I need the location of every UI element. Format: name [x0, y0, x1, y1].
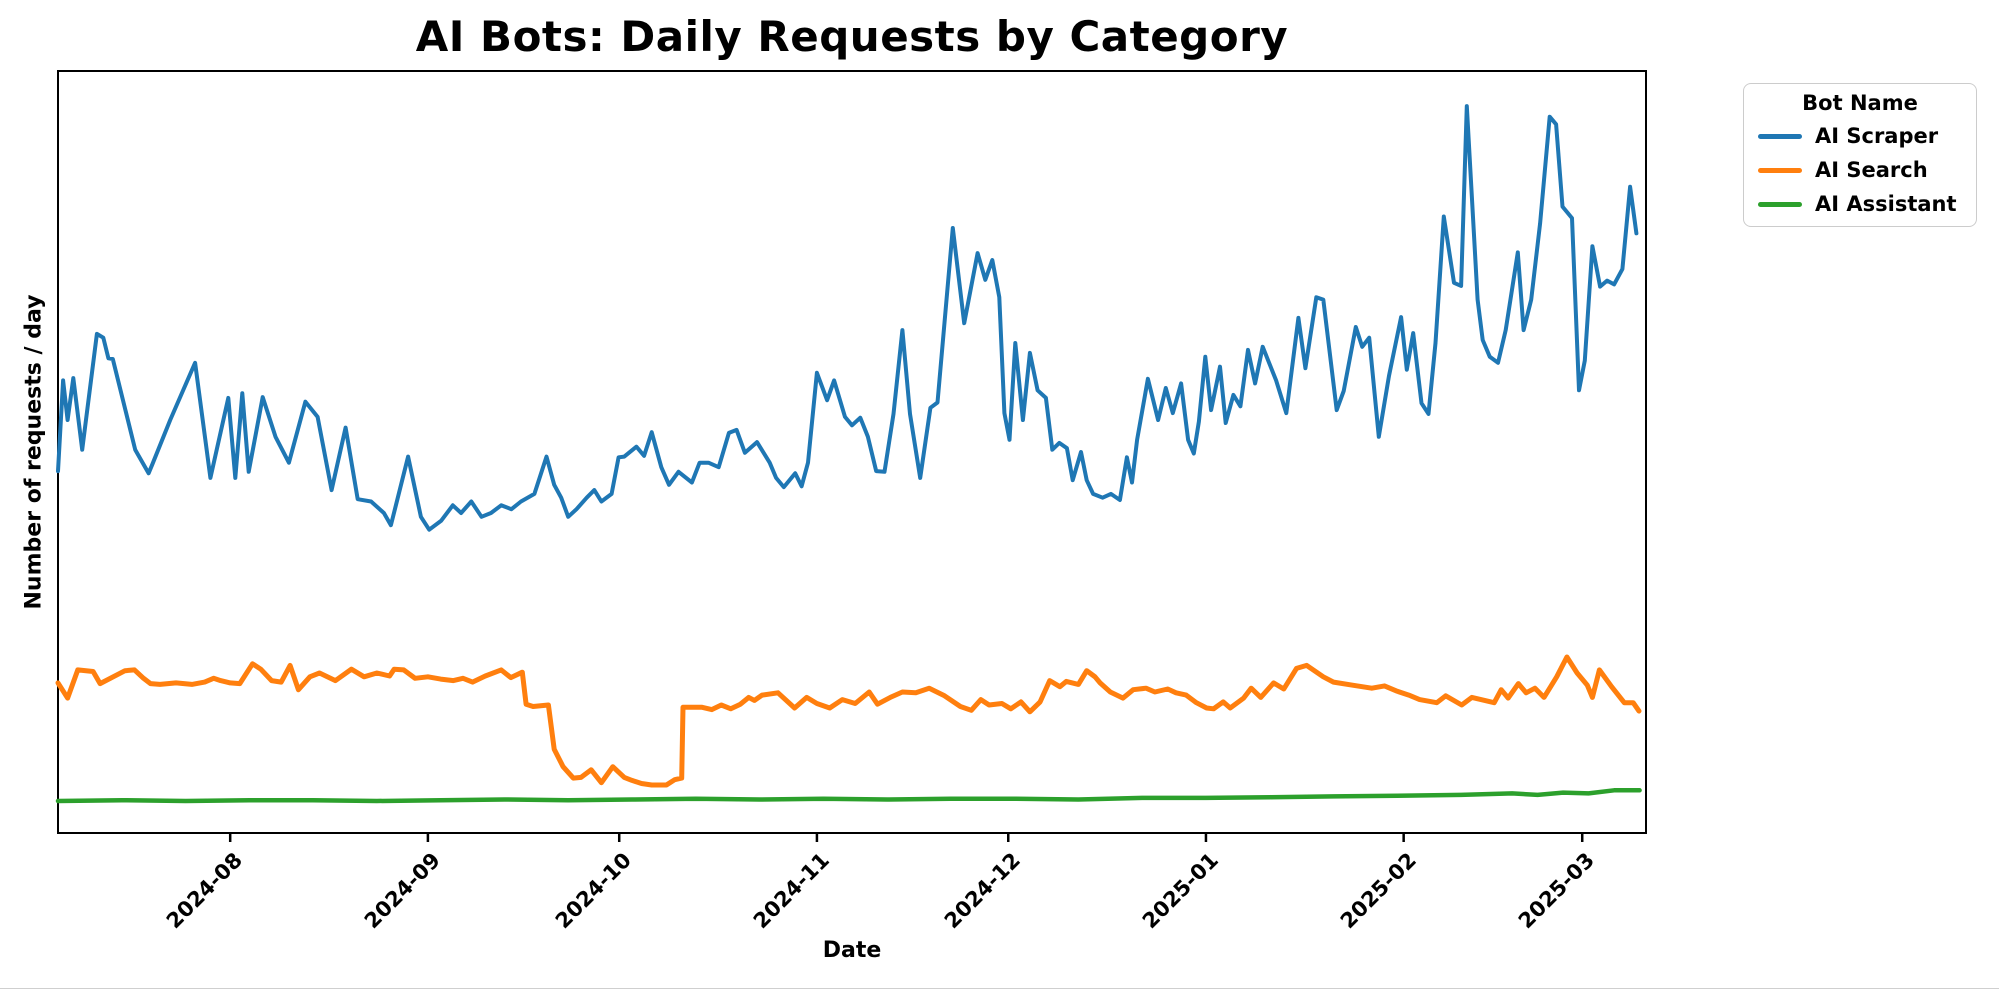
- legend-entry-label: AI Assistant: [1815, 192, 1957, 216]
- legend-entry-ai-assistant: AI Assistant: [1744, 187, 1976, 221]
- legend-line-swatch: [1758, 133, 1802, 139]
- chart-title: AI Bots: Daily Requests by Category: [415, 12, 1289, 61]
- x-axis-label: Date: [822, 938, 882, 963]
- legend-title: Bot Name: [1802, 91, 1918, 115]
- legend-entry-ai-scraper: AI Scraper: [1744, 119, 1976, 153]
- legend-entries: AI Scraper AI Search AI Assistant: [1744, 119, 1976, 221]
- series-line-ai-scraper: [56, 104, 1639, 532]
- series-line-ai-assistant: [55, 788, 1642, 804]
- legend: Bot Name AI Scraper AI Search AI Assistant: [1743, 83, 1977, 227]
- legend-entry-label: AI Search: [1815, 158, 1928, 182]
- legend-line-swatch: [1758, 167, 1802, 173]
- axes-frame: [57, 70, 1647, 834]
- legend-line-swatch: [1758, 201, 1802, 207]
- series-line-ai-search: [55, 654, 1642, 788]
- legend-entry-ai-search: AI Search: [1744, 153, 1976, 187]
- legend-entry-label: AI Scraper: [1815, 124, 1939, 148]
- window-bottom-divider: [0, 988, 1999, 989]
